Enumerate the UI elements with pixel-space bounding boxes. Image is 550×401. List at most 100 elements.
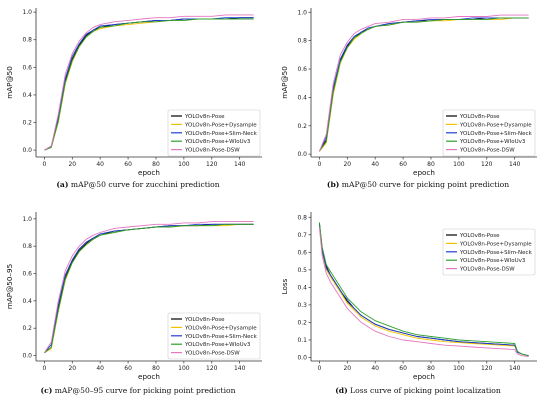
y-tick-label: 1.0 — [297, 9, 307, 16]
x-tick-label: 120 — [481, 161, 493, 168]
y-axis-label: Loss — [280, 278, 289, 294]
chart-panel-1: 0 20 40 60 80 100 120 140 0.0 0.2 0.4 0.6 0.8 1.0 epoc… — [5, 8, 262, 189]
legend-label: YOLOv8n-Pose+WIoUv3 — [184, 139, 251, 145]
legend-label: YOLOv8n-Pose+WIoUv3 — [184, 342, 251, 348]
x-tick-label: 0 — [42, 161, 46, 168]
y-tick-label: 0.4 — [22, 92, 32, 99]
legend-label: YOLOv8n-Pose+Dysample — [459, 122, 532, 128]
y-tick-label: 0.5 — [297, 267, 307, 274]
x-tick-label: 120 — [206, 161, 218, 168]
legend-label: YOLOv8n-Pose — [184, 317, 225, 323]
panel-caption-tag: (b) — [327, 180, 340, 189]
x-tick-label: 80 — [427, 161, 435, 168]
y-axis-label: mAP@50 — [5, 66, 14, 99]
y-tick-label: 0.8 — [297, 214, 307, 221]
y-tick-label: 0.4 — [297, 284, 307, 291]
panel-caption-text: mAP@50 curve for picking point predictio… — [339, 180, 509, 189]
x-tick-label: 40 — [96, 161, 104, 168]
x-tick-label: 100 — [178, 161, 190, 168]
x-tick-label: 140 — [509, 365, 521, 372]
series-line-3 — [44, 223, 254, 354]
x-tick-label: 60 — [399, 365, 407, 372]
legend-label: YOLOv8n-Pose+Slim-Neck — [459, 250, 533, 256]
legend-box — [442, 228, 536, 276]
legend-label: YOLOv8n-Pose+Dysample — [184, 325, 257, 331]
x-tick-label: 0 — [317, 161, 321, 168]
legend: YOLOv8n-Pose YOLOv8n-Pose+Dysample YOLOv8n… — [167, 312, 261, 360]
y-tick-label: 0.2 — [297, 123, 307, 130]
y-tick-label: 0.0 — [22, 147, 32, 154]
x-axis-label: epoch — [413, 168, 435, 177]
x-tick-label: 60 — [124, 365, 132, 372]
chart-panel-3: 0 20 40 60 80 100 120 140 0.0 0.2 0.4 0.6 0.8 1.0 epoc… — [5, 212, 262, 395]
panel-caption-text: mAP@50–95 curve for picking point predic… — [52, 386, 235, 395]
y-tick-label: 0.4 — [22, 298, 32, 305]
series-line-4 — [44, 18, 254, 151]
y-tick-label: 0.3 — [297, 302, 307, 309]
legend-label: YOLOv8n-Pose-DSW — [459, 148, 515, 154]
x-tick-label: 140 — [234, 161, 246, 168]
panel-caption-text: mAP@50 curve for zucchini prediction — [68, 180, 219, 189]
x-tick-label: 40 — [96, 365, 104, 372]
legend: YOLOv8n-Pose YOLOv8n-Pose+Dysample YOLOv8n… — [442, 228, 536, 276]
x-tick-label: 60 — [124, 161, 132, 168]
y-tick-label: 0.2 — [22, 325, 32, 332]
panel-caption: (c) mAP@50–95 curve for picking point pr… — [41, 386, 236, 395]
y-tick-label: 0.7 — [297, 232, 307, 239]
legend-label: YOLOv8n-Pose+WIoUv3 — [459, 258, 526, 264]
x-tick-label: 80 — [152, 161, 160, 168]
series-line-4 — [44, 223, 254, 354]
y-tick-label: 0.0 — [297, 151, 307, 158]
legend-box — [167, 312, 261, 360]
legend-label: YOLOv8n-Pose-DSW — [459, 267, 515, 273]
panel-caption: (a) mAP@50 curve for zucchini prediction — [56, 180, 219, 189]
legend-label: YOLOv8n-Pose+WIoUv3 — [459, 139, 526, 145]
series-line-4 — [319, 17, 529, 152]
x-tick-label: 20 — [68, 365, 76, 372]
y-tick-label: 1.0 — [22, 9, 32, 16]
y-tick-label: 0.2 — [297, 319, 307, 326]
legend-box — [167, 109, 261, 157]
y-tick-label: 1.0 — [22, 216, 32, 223]
y-tick-label: 0.4 — [297, 94, 307, 101]
x-axis-label: epoch — [138, 372, 160, 381]
series-line-5 — [44, 14, 254, 151]
legend-label: YOLOv8n-Pose — [459, 114, 500, 120]
series-line-2 — [318, 225, 529, 357]
panel-caption-text: Loss curve of picking point localization — [348, 386, 501, 395]
series-line-5 — [44, 221, 254, 354]
y-axis-label: mAP@50 — [280, 66, 289, 99]
panel-caption-tag: (d) — [335, 386, 348, 395]
x-tick-label: 0 — [42, 365, 46, 372]
chart-panel-2: 0 20 40 60 80 100 120 140 0.0 0.2 0.4 0.6 0.8 1.0 epoc… — [280, 8, 537, 189]
series-line-3 — [318, 224, 529, 357]
y-tick-label: 0.6 — [22, 64, 32, 71]
y-tick-label: 0.1 — [297, 337, 307, 344]
x-tick-label: 20 — [68, 161, 76, 168]
x-tick-label: 40 — [371, 365, 379, 372]
y-tick-label: 0.0 — [22, 353, 32, 360]
x-tick-label: 100 — [453, 365, 465, 372]
x-axis-label: epoch — [413, 372, 435, 381]
y-tick-label: 0.0 — [297, 354, 307, 361]
series-line-3 — [318, 17, 529, 152]
y-tick-label: 0.8 — [22, 243, 32, 250]
legend-label: YOLOv8n-Pose — [184, 114, 225, 120]
legend-label: YOLOv8n-Pose+Slim-Neck — [459, 131, 533, 137]
x-tick-label: 40 — [371, 161, 379, 168]
panel-caption: (b) mAP@50 curve for picking point predi… — [327, 180, 509, 189]
x-tick-label: 140 — [509, 161, 521, 168]
legend-label: YOLOv8n-Pose — [459, 233, 500, 239]
panel-caption-tag: (a) — [56, 180, 68, 189]
chart-panel-4: 0 20 40 60 80 100 120 140 0.0 0.1 0.2 0.3 0.4 0.5 0.6 0… — [280, 212, 537, 395]
y-tick-label: 0.6 — [22, 271, 32, 278]
series-line-4 — [318, 222, 529, 357]
x-tick-label: 60 — [399, 161, 407, 168]
y-tick-label: 0.6 — [297, 66, 307, 73]
panel-caption: (d) Loss curve of picking point localiza… — [335, 386, 501, 395]
y-tick-label: 0.2 — [22, 120, 32, 127]
series-line-5 — [318, 227, 529, 358]
x-tick-label: 120 — [206, 365, 218, 372]
